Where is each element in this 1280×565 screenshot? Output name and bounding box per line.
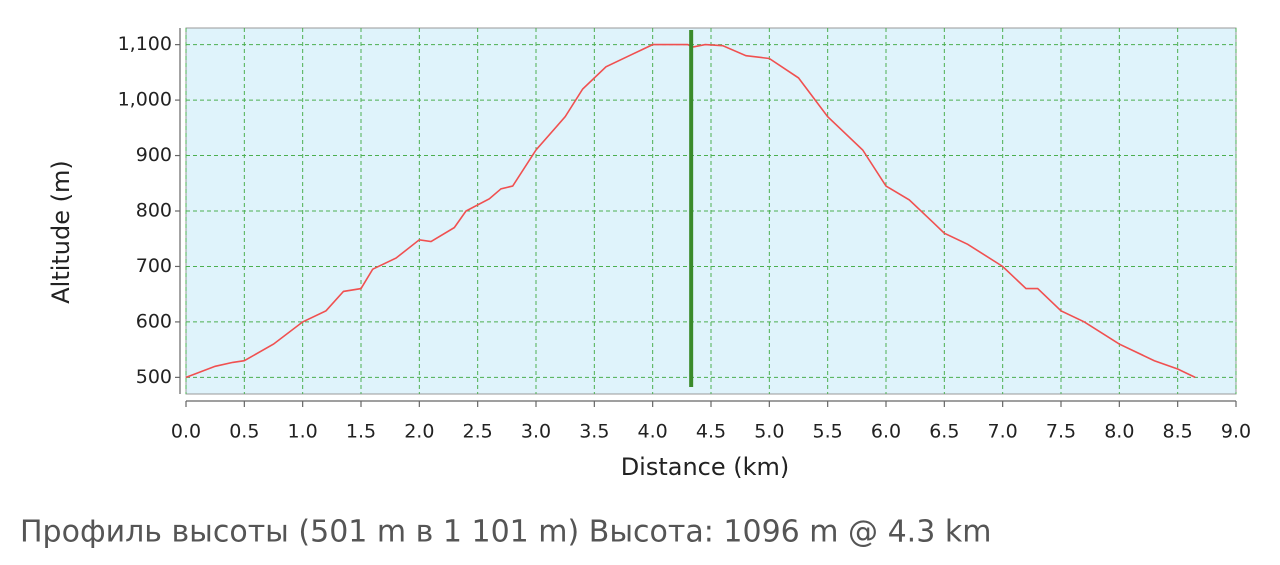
x-tick-label: 0.5 [229,421,259,443]
grid [185,28,1237,394]
x-tick-label: 2.5 [463,421,493,443]
y-tick-label: 1,100 [118,33,172,55]
x-tick-label: 5.5 [813,421,843,443]
altitude-line [185,43,1196,379]
x-tick-label: 8.0 [1104,421,1134,443]
x-tick-label: 1.5 [346,421,376,443]
x-tick-label: 2.0 [404,421,434,443]
x-tick-label: 9.0 [1221,421,1251,443]
x-tick-label: 8.5 [1163,421,1193,443]
x-tick-label: 4.5 [696,421,726,443]
y-axis-label: Altitude (m) [47,160,75,304]
x-tick-label: 6.0 [871,421,901,443]
x-tick-label: 3.0 [521,421,551,443]
x-tick-label: 3.5 [579,421,609,443]
y-tick-label: 500 [136,366,172,388]
x-tick-label: 5.0 [754,421,784,443]
x-tick-label: 1.0 [288,421,318,443]
x-tick-label: 6.5 [929,421,959,443]
y-tick-label: 800 [136,200,172,222]
caption: Профиль высоты (501 m в 1 101 m) Высота:… [20,515,991,550]
y-tick-label: 900 [136,144,172,166]
x-axis-label: Distance (km) [621,453,790,481]
y-tick-label: 600 [136,310,172,332]
y-tick-label: 1,000 [118,89,172,111]
x-tick-label: 7.5 [1046,421,1076,443]
y-tick-label: 700 [136,255,172,277]
x-tick-label: 4.0 [638,421,668,443]
x-tick-label: 7.0 [988,421,1018,443]
x-tick-label: 0.0 [171,421,201,443]
